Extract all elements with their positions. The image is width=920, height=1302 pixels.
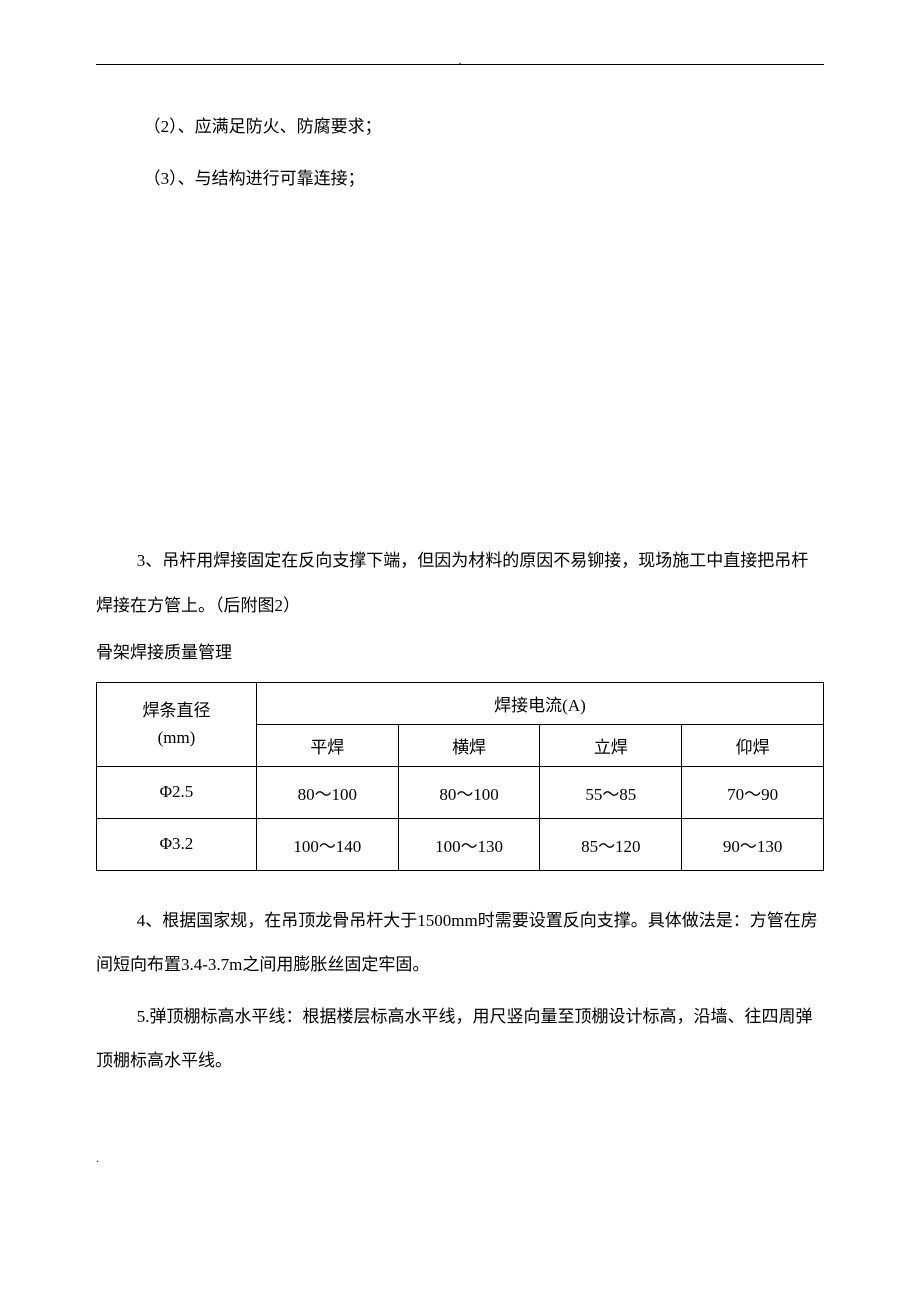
cell-value: 100～130 xyxy=(398,818,540,870)
paragraph-4: 4、根据国家规，在吊顶龙骨吊杆大于1500mm时需要设置反向支撑。具体做法是：方… xyxy=(96,899,824,987)
cell-diameter: Φ2.5 xyxy=(97,766,257,818)
paragraph-req-2: （2）、应满足防火、防腐要求； xyxy=(96,105,824,149)
cell-value: 70～90 xyxy=(682,766,824,818)
welding-table: 焊条直径 (mm) 焊接电流(A) 平焊 横焊 立焊 仰焊 Φ2.5 80～10… xyxy=(96,682,824,871)
col-header-diameter: 焊条直径 (mm) xyxy=(97,682,257,766)
paragraph-req-3: （3）、与结构进行可靠连接； xyxy=(96,157,824,201)
col-header-current: 焊接电流(A) xyxy=(256,682,823,724)
table-row: Φ2.5 80～100 80～100 55～85 70～90 xyxy=(97,766,824,818)
diameter-label-main: 焊条直径 xyxy=(142,701,210,720)
col-header-horizontal: 横焊 xyxy=(398,724,540,766)
cell-value: 80～100 xyxy=(256,766,398,818)
document-page: . （2）、应满足防火、防腐要求； （3）、与结构进行可靠连接； 3、吊杆用焊接… xyxy=(0,0,920,1156)
footer-dot: . xyxy=(96,1151,99,1166)
col-header-overhead: 仰焊 xyxy=(682,724,824,766)
cell-value: 90～130 xyxy=(682,818,824,870)
section-title: 骨架焊接质量管理 xyxy=(96,636,824,670)
paragraph-3: 3、吊杆用焊接固定在反向支撑下端，但因为材料的原因不易铆接，现场施工中直接把吊杆… xyxy=(96,539,824,627)
col-header-flat: 平焊 xyxy=(256,724,398,766)
spacer xyxy=(96,209,824,539)
table-row: Φ3.2 100～140 100～130 85～120 90～130 xyxy=(97,818,824,870)
cell-diameter: Φ3.2 xyxy=(97,818,257,870)
table-header-row-1: 焊条直径 (mm) 焊接电流(A) xyxy=(97,682,824,724)
diameter-label-unit: (mm) xyxy=(158,728,196,747)
cell-value: 85～120 xyxy=(540,818,682,870)
cell-value: 100～140 xyxy=(256,818,398,870)
paragraph-5: 5.弹顶棚标高水平线：根据楼层标高水平线，用尺竖向量至顶棚设计标高，沿墙、往四周… xyxy=(96,995,824,1083)
col-header-vertical: 立焊 xyxy=(540,724,682,766)
header-rule: . xyxy=(96,64,824,65)
cell-value: 55～85 xyxy=(540,766,682,818)
cell-value: 80～100 xyxy=(398,766,540,818)
header-dot: . xyxy=(459,53,462,68)
